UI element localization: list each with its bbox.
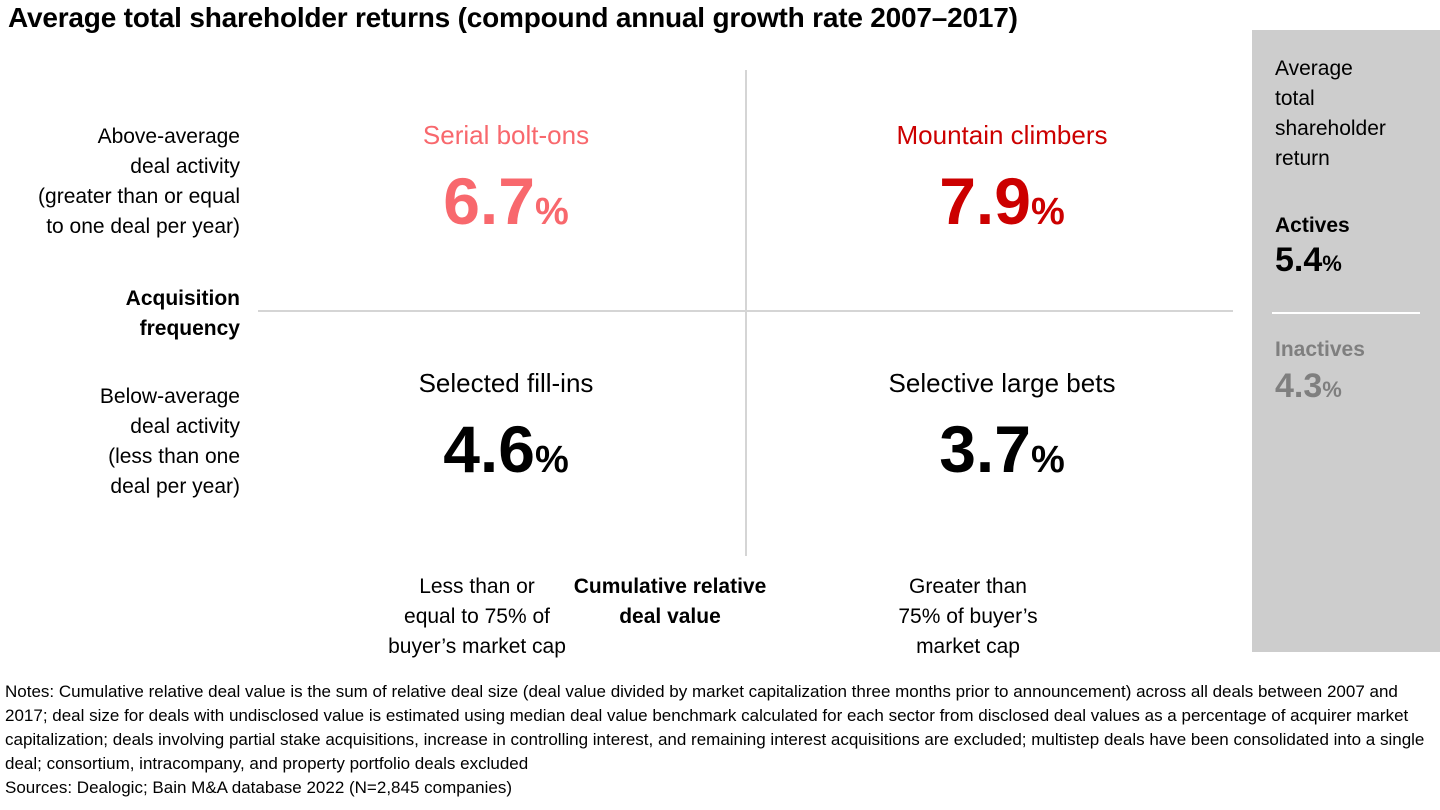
quadrant-mountain-climbers: Mountain climbers 7.9% (802, 118, 1202, 249)
quadrant-value-number: 6.7 (443, 164, 535, 238)
quadrant-value: 6.7% (306, 164, 706, 249)
actives-value-number: 5.4 (1275, 241, 1323, 279)
quadrant-value-unit: % (534, 439, 569, 481)
col-label-gt-75pct: Greater than 75% of buyer’s market cap (898, 575, 1038, 658)
inactives-value: 4.3% (1275, 366, 1342, 410)
quadrant-value-unit: % (534, 191, 569, 233)
quadrant-value: 3.7% (802, 412, 1202, 497)
actives-value: 5.4% (1275, 240, 1342, 284)
quadrant-value-number: 7.9 (939, 164, 1031, 238)
quadrant-value-unit: % (1030, 439, 1065, 481)
quadrant-label: Selected fill-ins (418, 368, 594, 398)
inactives-value-unit: % (1322, 377, 1342, 402)
average-tsr-sidebar: Average total shareholder return Actives… (1252, 30, 1440, 652)
row-axis-title: Acquisition frequency (125, 287, 240, 340)
quadrant-label: Serial bolt-ons (422, 120, 590, 150)
vertical-divider-line (745, 70, 747, 556)
inactives-label: Inactives (1275, 338, 1365, 361)
quadrant-value-number: 4.6 (443, 412, 535, 486)
quadrant-selective-large-bets: Selective large bets 3.7% (802, 366, 1202, 497)
inactives-value-number: 4.3 (1275, 367, 1323, 405)
sidebar-divider (1272, 312, 1420, 314)
sources-text: Sources: Dealogic; Bain M&A database 202… (5, 778, 512, 797)
quadrant-selected-fill-ins: Selected fill-ins 4.6% (306, 366, 706, 497)
horizontal-divider-line (258, 310, 1233, 312)
footer: Notes: Cumulative relative deal value is… (5, 680, 1437, 800)
quadrant-label: Mountain climbers (896, 120, 1108, 150)
row-label-above-average: Above-average deal activity (greater tha… (38, 125, 240, 238)
col-label-lte-75pct: Less than or equal to 75% of buyer’s mar… (388, 575, 566, 658)
quadrant-serial-bolt-ons: Serial bolt-ons 6.7% (306, 118, 706, 249)
quadrant-value: 4.6% (306, 412, 706, 497)
quadrant-label: Selective large bets (888, 368, 1116, 398)
quadrant-value: 7.9% (802, 164, 1202, 249)
quadrant-value-number: 3.7 (939, 412, 1031, 486)
row-label-below-average: Below-average deal activity (less than o… (99, 385, 240, 498)
actives-label: Actives (1275, 214, 1350, 237)
col-axis-title: Cumulative relative deal value (573, 575, 767, 628)
sidebar-title: Average total shareholder return (1275, 57, 1386, 170)
quadrant-value-unit: % (1030, 191, 1065, 233)
notes-text: Notes: Cumulative relative deal value is… (5, 682, 1425, 773)
actives-value-unit: % (1322, 251, 1342, 276)
chart-title: Average total shareholder returns (compo… (8, 2, 1018, 33)
